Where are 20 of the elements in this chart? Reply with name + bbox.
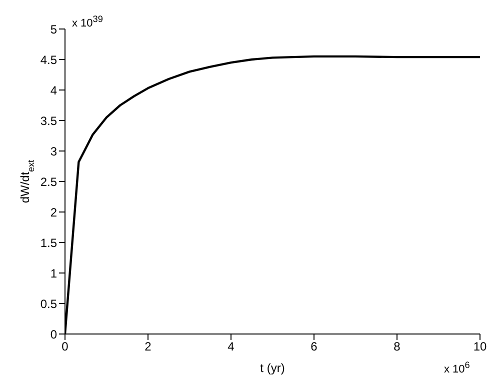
- y-tick-label: 5: [50, 22, 58, 36]
- x-axis-title: t (yr): [260, 361, 285, 375]
- y-tick-label: 1.5: [40, 236, 58, 250]
- x-tick-label: 2: [144, 340, 152, 354]
- y-tick-label: 4.5: [40, 52, 58, 67]
- y-tick-label: 1: [50, 266, 58, 280]
- x-tick-label: 8: [394, 340, 401, 354]
- x-tick-label: 6: [310, 340, 318, 354]
- y-tick-label: 4: [50, 83, 58, 98]
- y-tick-label: 3.5: [40, 114, 58, 128]
- y-tick-label: 2.5: [40, 174, 58, 189]
- x-tick-label: 10: [473, 340, 487, 354]
- x-tick-label: 4: [228, 340, 235, 354]
- text: x 10$^{6}$: [444, 360, 470, 376]
- x-tick-label: 0: [62, 340, 69, 354]
- y-tick-label: 0.5: [40, 296, 58, 311]
- y-tick-label: 2: [50, 205, 58, 220]
- annotation: x 10$^{39}$: [72, 14, 103, 30]
- y-tick-label: 0: [50, 327, 58, 342]
- y-tick-label: 3: [50, 144, 58, 158]
